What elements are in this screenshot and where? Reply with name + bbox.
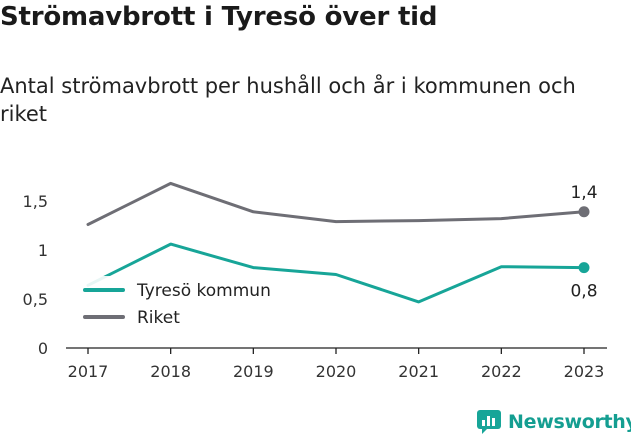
series-end-point [578, 206, 590, 218]
y-tick-label: 0 [38, 339, 48, 358]
y-tick-label: 1,5 [23, 192, 48, 211]
legend-label: Tyresö kommun [136, 281, 271, 301]
series-line-tyreso [86, 242, 586, 304]
brand-name: Newsworthy [508, 411, 631, 433]
legend-label: Riket [137, 308, 180, 328]
x-tick-label: 2022 [481, 362, 522, 381]
x-tick-label: 2018 [150, 362, 191, 381]
end-labels: 0,8 1,4 [570, 183, 597, 302]
series-end-point [578, 262, 590, 274]
end-value-label: 1,4 [570, 183, 597, 203]
chart-subtitle: Antal strömavbrott per hushåll och år i … [0, 74, 576, 126]
y-tick-label: 1 [38, 241, 48, 260]
newsworthy-logo-icon [477, 410, 501, 434]
y-axis: 0 0,5 1 1,5 [23, 192, 48, 358]
legend: Tyresö kommun Riket [78, 276, 288, 332]
x-tick-label: 2021 [398, 362, 439, 381]
newsworthy-brand[interactable]: Newsworthy [476, 408, 631, 436]
series-layer [86, 181, 590, 304]
x-tick-label: 2020 [316, 362, 357, 381]
x-tick-label: 2017 [68, 362, 109, 381]
x-tick-label: 2023 [564, 362, 605, 381]
x-axis: 2017 2018 2019 2020 2021 2022 2023 [66, 347, 607, 381]
end-value-label: 0,8 [570, 282, 597, 302]
x-tick-label: 2019 [233, 362, 274, 381]
chart-title: Strömavbrott i Tyresö över tid [0, 2, 438, 32]
y-tick-label: 0,5 [23, 290, 48, 309]
legend-background [78, 276, 288, 332]
series-line-riket [86, 181, 586, 226]
